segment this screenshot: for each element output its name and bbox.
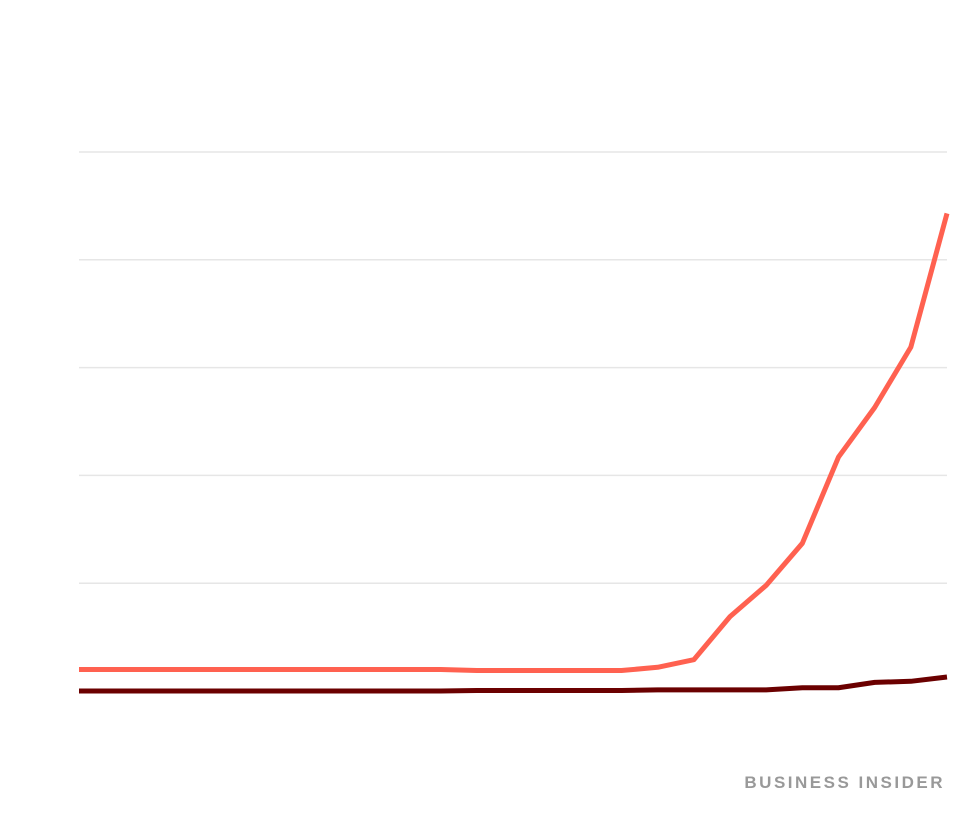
line-series [79, 674, 948, 694]
line-series [79, 212, 950, 674]
credit: BUSINESS INSIDER [744, 773, 945, 792]
